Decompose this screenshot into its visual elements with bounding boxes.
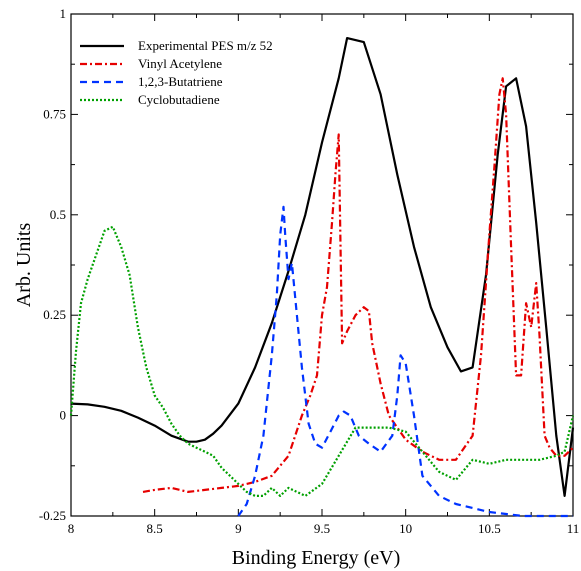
y-tick-label: -0.25 (39, 508, 66, 523)
series-line-vinyl-acetylene (142, 77, 574, 493)
series-line-experimental-pes-m-z-52 (70, 37, 575, 497)
x-tick-label: 9.5 (314, 521, 330, 536)
y-tick-label: 1 (60, 6, 67, 21)
x-tick-label: 11 (567, 521, 580, 536)
y-tick-label: 0.75 (43, 106, 66, 121)
legend-label-1-2-3-butatriene: 1,2,3-Butatriene (138, 74, 223, 89)
legend-label-vinyl-acetylene: Vinyl Acetylene (138, 56, 222, 71)
series-line-cyclobutadiene (69, 225, 575, 497)
y-tick-label: 0.25 (43, 307, 66, 322)
x-tick-label: 10 (399, 521, 412, 536)
legend-label-cyclobutadiene: Cyclobutadiene (138, 92, 220, 107)
x-tick-label: 8 (68, 521, 75, 536)
legend: Experimental PES m/z 52 Vinyl Acetylene 1,… (80, 38, 273, 107)
plot-frame (70, 13, 574, 517)
x-tick-label: 8.5 (147, 521, 163, 536)
y-tick-label: 0 (60, 408, 67, 423)
series-line-1-2-3-butatriene (237, 205, 573, 518)
x-tick-label: 9 (235, 521, 242, 536)
y-tick-label: 0.5 (50, 207, 66, 222)
series-group (69, 37, 575, 518)
tick-group: 8 8.5 9 9.5 10 10.5 11 -0.25 0 0.25 0.5 0.75 1 (39, 6, 579, 536)
x-axis-label: Binding Energy (eV) (232, 547, 401, 569)
y-axis-label: Arb. Units (13, 223, 35, 308)
legend-label-experimental-pes-m-z-52: Experimental PES m/z 52 (138, 38, 273, 53)
plot-area (70, 13, 574, 517)
x-tick-label: 10.5 (478, 521, 501, 536)
